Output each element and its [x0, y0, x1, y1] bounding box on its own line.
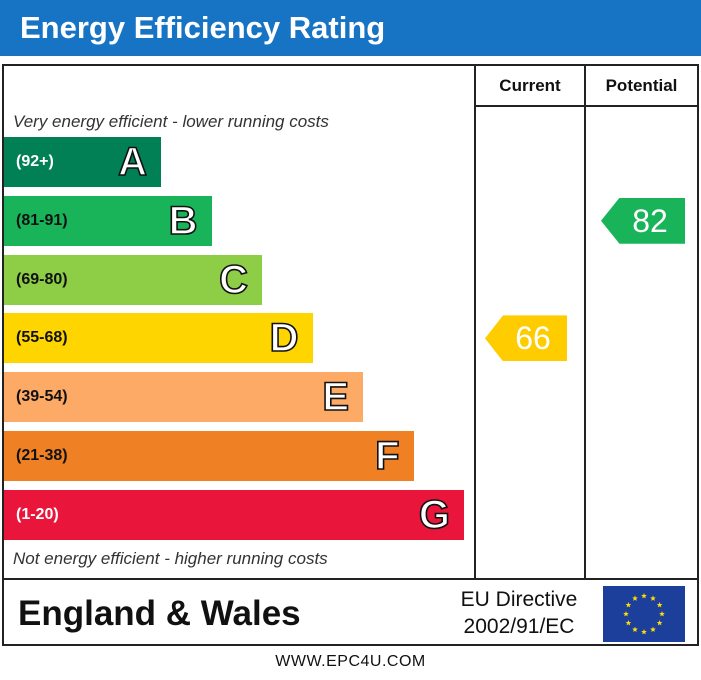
eu-star-icon — [650, 626, 656, 633]
eu-star-icon — [632, 626, 638, 633]
band-range-label: (81-91) — [16, 211, 68, 229]
country-label: England & Wales — [18, 594, 301, 633]
band-b: (81-91) B — [4, 195, 212, 246]
eu-star-icon — [641, 629, 647, 635]
eu-star-icon — [625, 602, 632, 608]
rating-table — [2, 64, 699, 646]
eu-flag-icon — [603, 586, 685, 642]
band-letter-label: G — [418, 492, 451, 538]
website-url: WWW.EPC4U.COM — [275, 653, 426, 670]
note-inefficient: Not energy efficient - higher running co… — [13, 549, 328, 568]
footer-divider — [2, 578, 699, 580]
divider-potential — [584, 64, 586, 580]
divider-current — [474, 64, 476, 580]
band-range-label: (1-20) — [16, 505, 59, 523]
note-efficient: Very energy efficient - lower running co… — [13, 112, 329, 131]
potential-rating-arrow: 82 — [601, 197, 685, 244]
band-range-label: (55-68) — [16, 329, 68, 347]
band-d: (55-68) D — [4, 313, 313, 364]
band-letter-label: C — [218, 257, 248, 303]
band-range-label: (69-80) — [16, 270, 68, 288]
band-range-label: (21-38) — [16, 447, 68, 464]
eu-star-icon — [656, 620, 663, 626]
band-g: (1-20) G — [4, 489, 464, 540]
eu-star-icon — [659, 611, 665, 617]
eu-stars — [623, 593, 665, 635]
band-c: (69-80) C — [4, 254, 262, 305]
band-letter-label: B — [168, 198, 198, 244]
column-header-potential: Potential — [605, 76, 678, 95]
page-title: Energy Efficiency Rating — [0, 0, 701, 56]
eu-star-icon — [641, 593, 647, 599]
band-e: (39-54) E — [4, 372, 363, 423]
band-f: (21-38) F — [4, 431, 414, 481]
directive-line-2: 2002/91/EC — [463, 615, 575, 638]
band-range-label: (92+) — [16, 153, 54, 170]
eu-star-icon — [623, 611, 629, 617]
directive-line-1: EU Directive — [460, 588, 578, 611]
band-letter-label: A — [117, 139, 147, 185]
eu-star-icon — [650, 595, 656, 601]
band-a: (92+) A — [4, 137, 161, 187]
current-rating-arrow: 66 — [485, 315, 567, 362]
band-letter-label: F — [374, 433, 400, 479]
eu-star-icon — [625, 620, 632, 626]
eu-star-icon — [656, 602, 663, 608]
band-letter-label: D — [269, 316, 299, 362]
band-letter-label: E — [322, 374, 350, 420]
header-divider — [474, 105, 699, 107]
eu-directive: EU Directive 2002/91/EC — [444, 586, 594, 640]
band-range-label: (39-54) — [16, 388, 68, 406]
eu-star-icon — [632, 595, 638, 601]
column-header-current: Current — [499, 76, 561, 95]
